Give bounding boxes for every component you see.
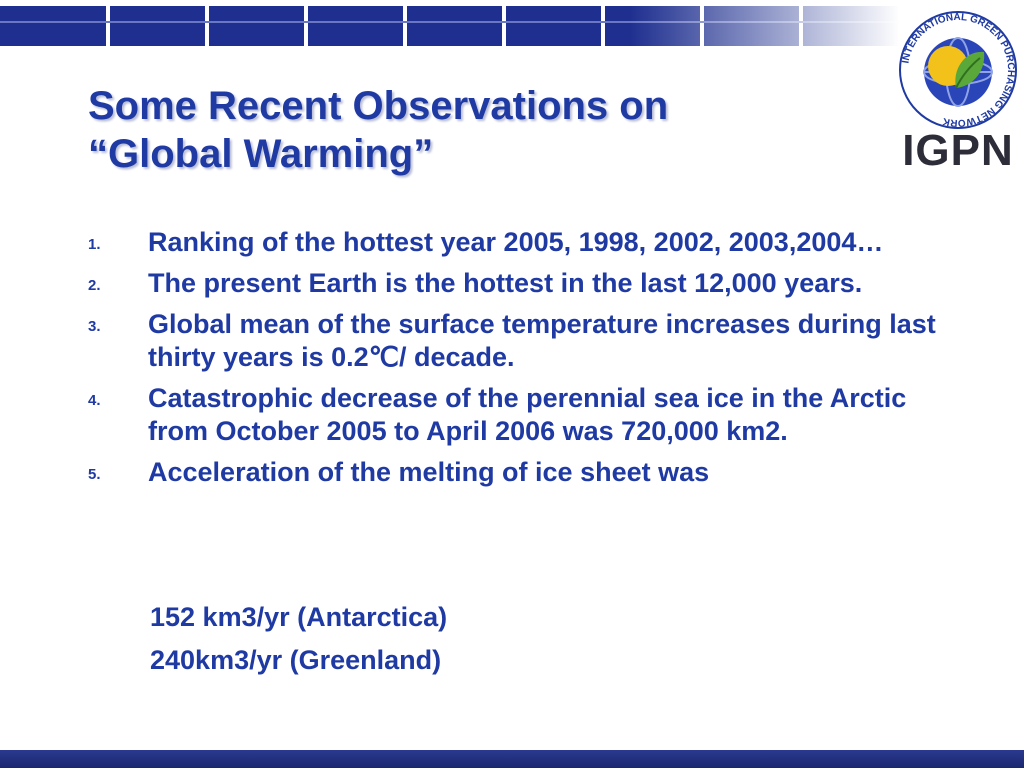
- footer-bar: [0, 750, 1024, 768]
- item-number: 4.: [88, 392, 101, 409]
- list-item: 1. Ranking of the hottest year 2005, 199…: [88, 226, 948, 259]
- header-bar-cell: [0, 6, 106, 46]
- item-text: Global mean of the surface temperature i…: [148, 309, 936, 372]
- item-number: 5.: [88, 466, 101, 483]
- item-text: The present Earth is the hottest in the …: [148, 268, 863, 298]
- observations-list: 1. Ranking of the hottest year 2005, 199…: [88, 226, 948, 497]
- list-item: 4. Catastrophic decrease of the perennia…: [88, 382, 948, 448]
- item-number: 2.: [88, 277, 101, 294]
- sub-item-greenland: 240km3/yr (Greenland): [150, 645, 442, 675]
- list-item: 5. Acceleration of the melting of ice sh…: [88, 456, 948, 489]
- list-item: 2. The present Earth is the hottest in t…: [88, 267, 948, 300]
- slide-title: Some Recent Observations on “Global Warm…: [88, 82, 848, 178]
- item-text: Catastrophic decrease of the perennial s…: [148, 383, 907, 446]
- sub-item-antarctica: 152 km3/yr (Antarctica): [150, 602, 448, 632]
- item-text: Acceleration of the melting of ice sheet…: [148, 457, 710, 487]
- item-text: Ranking of the hottest year 2005, 1998, …: [148, 227, 884, 257]
- header-bar-cell: [110, 6, 205, 46]
- item-number: 3.: [88, 318, 101, 335]
- header-bar-cell: [209, 6, 304, 46]
- globe-logo-icon: INTERNATIONAL GREEN PURCHASING NETWORK: [899, 11, 1017, 129]
- igpn-logo: INTERNATIONAL GREEN PURCHASING NETWORK I…: [896, 8, 1020, 178]
- title-line-1: Some Recent Observations on: [88, 84, 669, 128]
- list-item: 3. Global mean of the surface temperatur…: [88, 308, 948, 374]
- header-bar-cell: [506, 6, 601, 46]
- item-number: 1.: [88, 236, 101, 253]
- header-midline: [0, 21, 900, 23]
- header-decoration-bar: [0, 6, 900, 46]
- header-bar-cell: [704, 6, 799, 46]
- header-bar-cell: [605, 6, 700, 46]
- header-bar-cell: [803, 6, 898, 46]
- header-bar-cell: [407, 6, 502, 46]
- logo-abbreviation: IGPN: [902, 126, 1014, 175]
- header-bar-cell: [308, 6, 403, 46]
- title-line-2: “Global Warming”: [88, 132, 434, 176]
